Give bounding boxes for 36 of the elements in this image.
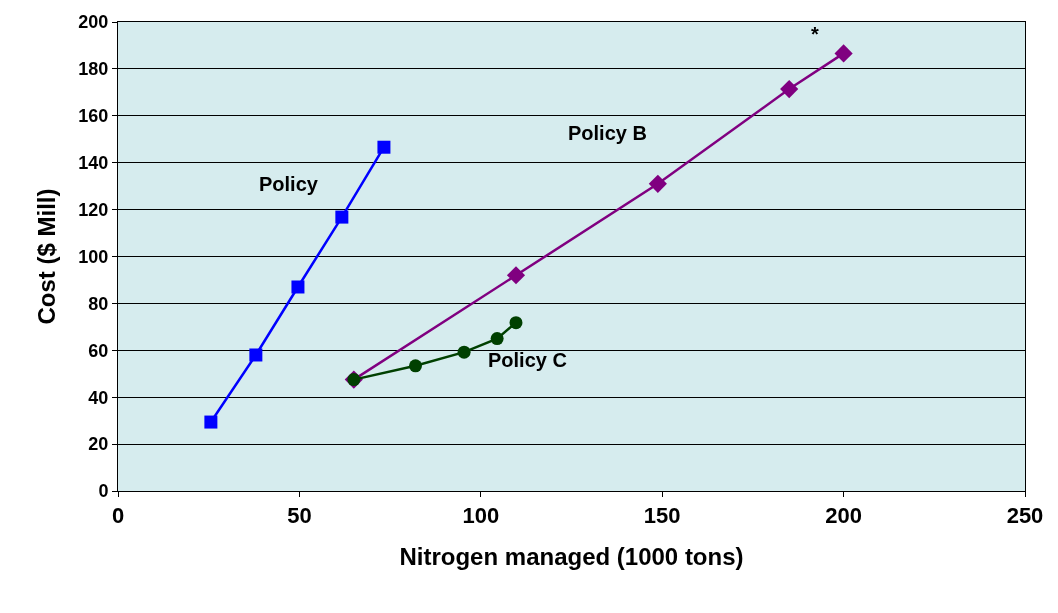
y-tick-label: 20 — [88, 434, 109, 455]
y-tick-label: 180 — [78, 59, 109, 80]
x-axis-title: Nitrogen managed (1000 tons) — [399, 542, 744, 570]
point — [780, 79, 799, 99]
y-tick-label: 40 — [88, 387, 109, 408]
y-tick-label: 120 — [78, 199, 109, 220]
y-tick-label: 160 — [78, 106, 109, 127]
point — [249, 348, 263, 362]
x-tick-label: 100 — [462, 503, 500, 529]
x-tick-label: 200 — [825, 503, 862, 529]
point — [335, 210, 349, 224]
y-tick-label: 0 — [98, 481, 109, 502]
x-tick-label: 0 — [111, 503, 125, 529]
point — [509, 316, 523, 330]
x-tick-label: 150 — [643, 503, 681, 529]
y-tick-label: 60 — [88, 340, 109, 361]
y-tick-label: 80 — [88, 293, 109, 314]
point — [409, 359, 422, 373]
x-tick-label: 50 — [287, 503, 312, 529]
point — [834, 44, 853, 63]
point — [204, 415, 218, 429]
point — [377, 140, 391, 154]
x-tick-label: 250 — [1006, 503, 1044, 529]
annotation: * — [811, 23, 819, 45]
point — [506, 266, 526, 285]
y-tick-label: 140 — [78, 153, 109, 173]
y-axis-title: Cost ($ Mill) — [33, 188, 61, 325]
point — [291, 280, 305, 294]
point — [648, 174, 667, 193]
series-label: Policy B — [568, 122, 647, 144]
y-tick-label: 200 — [78, 12, 109, 33]
series-label: Policy C — [488, 349, 567, 371]
series-label: Policy — [259, 173, 319, 195]
y-tick-label: 100 — [78, 246, 109, 267]
point — [490, 332, 504, 346]
point — [457, 345, 471, 359]
